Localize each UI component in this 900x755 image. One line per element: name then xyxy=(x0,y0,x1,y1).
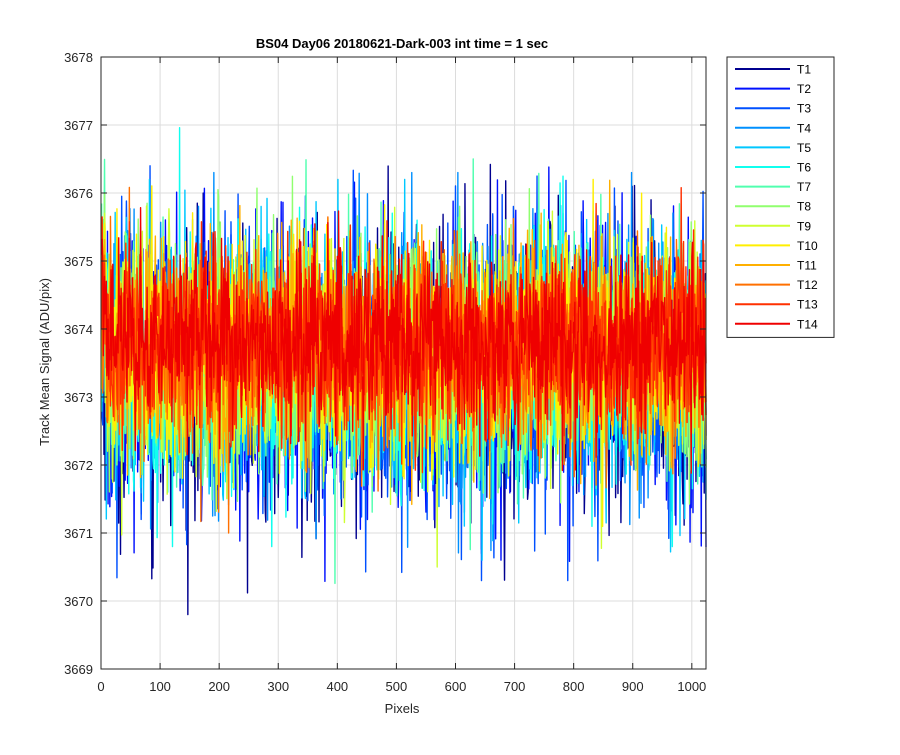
x-tick-label: 700 xyxy=(504,679,526,694)
y-tick-label: 3672 xyxy=(64,458,93,473)
x-tick-label: 400 xyxy=(326,679,348,694)
legend-label-t4: T4 xyxy=(797,121,811,135)
y-tick-label: 3678 xyxy=(64,50,93,65)
y-tick-label: 3669 xyxy=(64,662,93,677)
legend-label-t1: T1 xyxy=(797,63,811,77)
tick-labels: 0 100 200 300 400 500 600 700 800 900 1000 3669 3670… xyxy=(64,50,706,694)
y-tick-label: 3674 xyxy=(64,322,93,337)
x-tick-label: 1000 xyxy=(677,679,706,694)
axes-frame xyxy=(100,56,707,670)
chart-title: BS04 Day06 20180621-Dark-003 int time = … xyxy=(256,36,548,51)
legend-label-t6: T6 xyxy=(797,161,811,175)
y-tick-label: 3677 xyxy=(64,118,93,133)
y-axis-label: Track Mean Signal (ADU/pix) xyxy=(37,278,52,446)
x-tick-label: 800 xyxy=(563,679,585,694)
legend-box xyxy=(726,56,835,338)
legend-label-t2: T2 xyxy=(797,82,811,96)
x-tick-label: 500 xyxy=(386,679,408,694)
legend-label-t8: T8 xyxy=(797,200,811,214)
y-tick-label: 3673 xyxy=(64,390,93,405)
series-lines xyxy=(100,127,707,616)
legend-label-t3: T3 xyxy=(797,102,811,116)
legend-label-t10: T10 xyxy=(797,239,818,253)
x-tick-label: 600 xyxy=(445,679,467,694)
x-tick-label: 300 xyxy=(267,679,289,694)
y-tick-label: 3676 xyxy=(64,186,93,201)
y-tick-label: 3675 xyxy=(64,254,93,269)
series-line-t14 xyxy=(100,207,707,474)
legend-label-t9: T9 xyxy=(797,219,811,233)
x-tick-label: 900 xyxy=(622,679,644,694)
axes-box xyxy=(100,56,707,670)
x-axis-label: Pixels xyxy=(385,701,420,716)
legend: T1 T2 T3 T4 T5 T6 T7 T8 T9 T10 T11 T12 T13 T14 xyxy=(726,56,835,338)
x-tick-label: 100 xyxy=(149,679,171,694)
x-tick-label: 0 xyxy=(97,679,104,694)
y-tick-label: 3671 xyxy=(64,526,93,541)
legend-label-t13: T13 xyxy=(797,298,818,312)
x-tick-label: 200 xyxy=(208,679,230,694)
legend-label-t11: T11 xyxy=(797,259,817,273)
series-line-t13 xyxy=(100,187,707,474)
y-tick-label: 3670 xyxy=(64,594,93,609)
legend-label-t7: T7 xyxy=(797,180,811,194)
legend-label-t14: T14 xyxy=(797,317,818,331)
legend-label-t12: T12 xyxy=(797,278,818,292)
legend-label-t5: T5 xyxy=(797,141,811,155)
